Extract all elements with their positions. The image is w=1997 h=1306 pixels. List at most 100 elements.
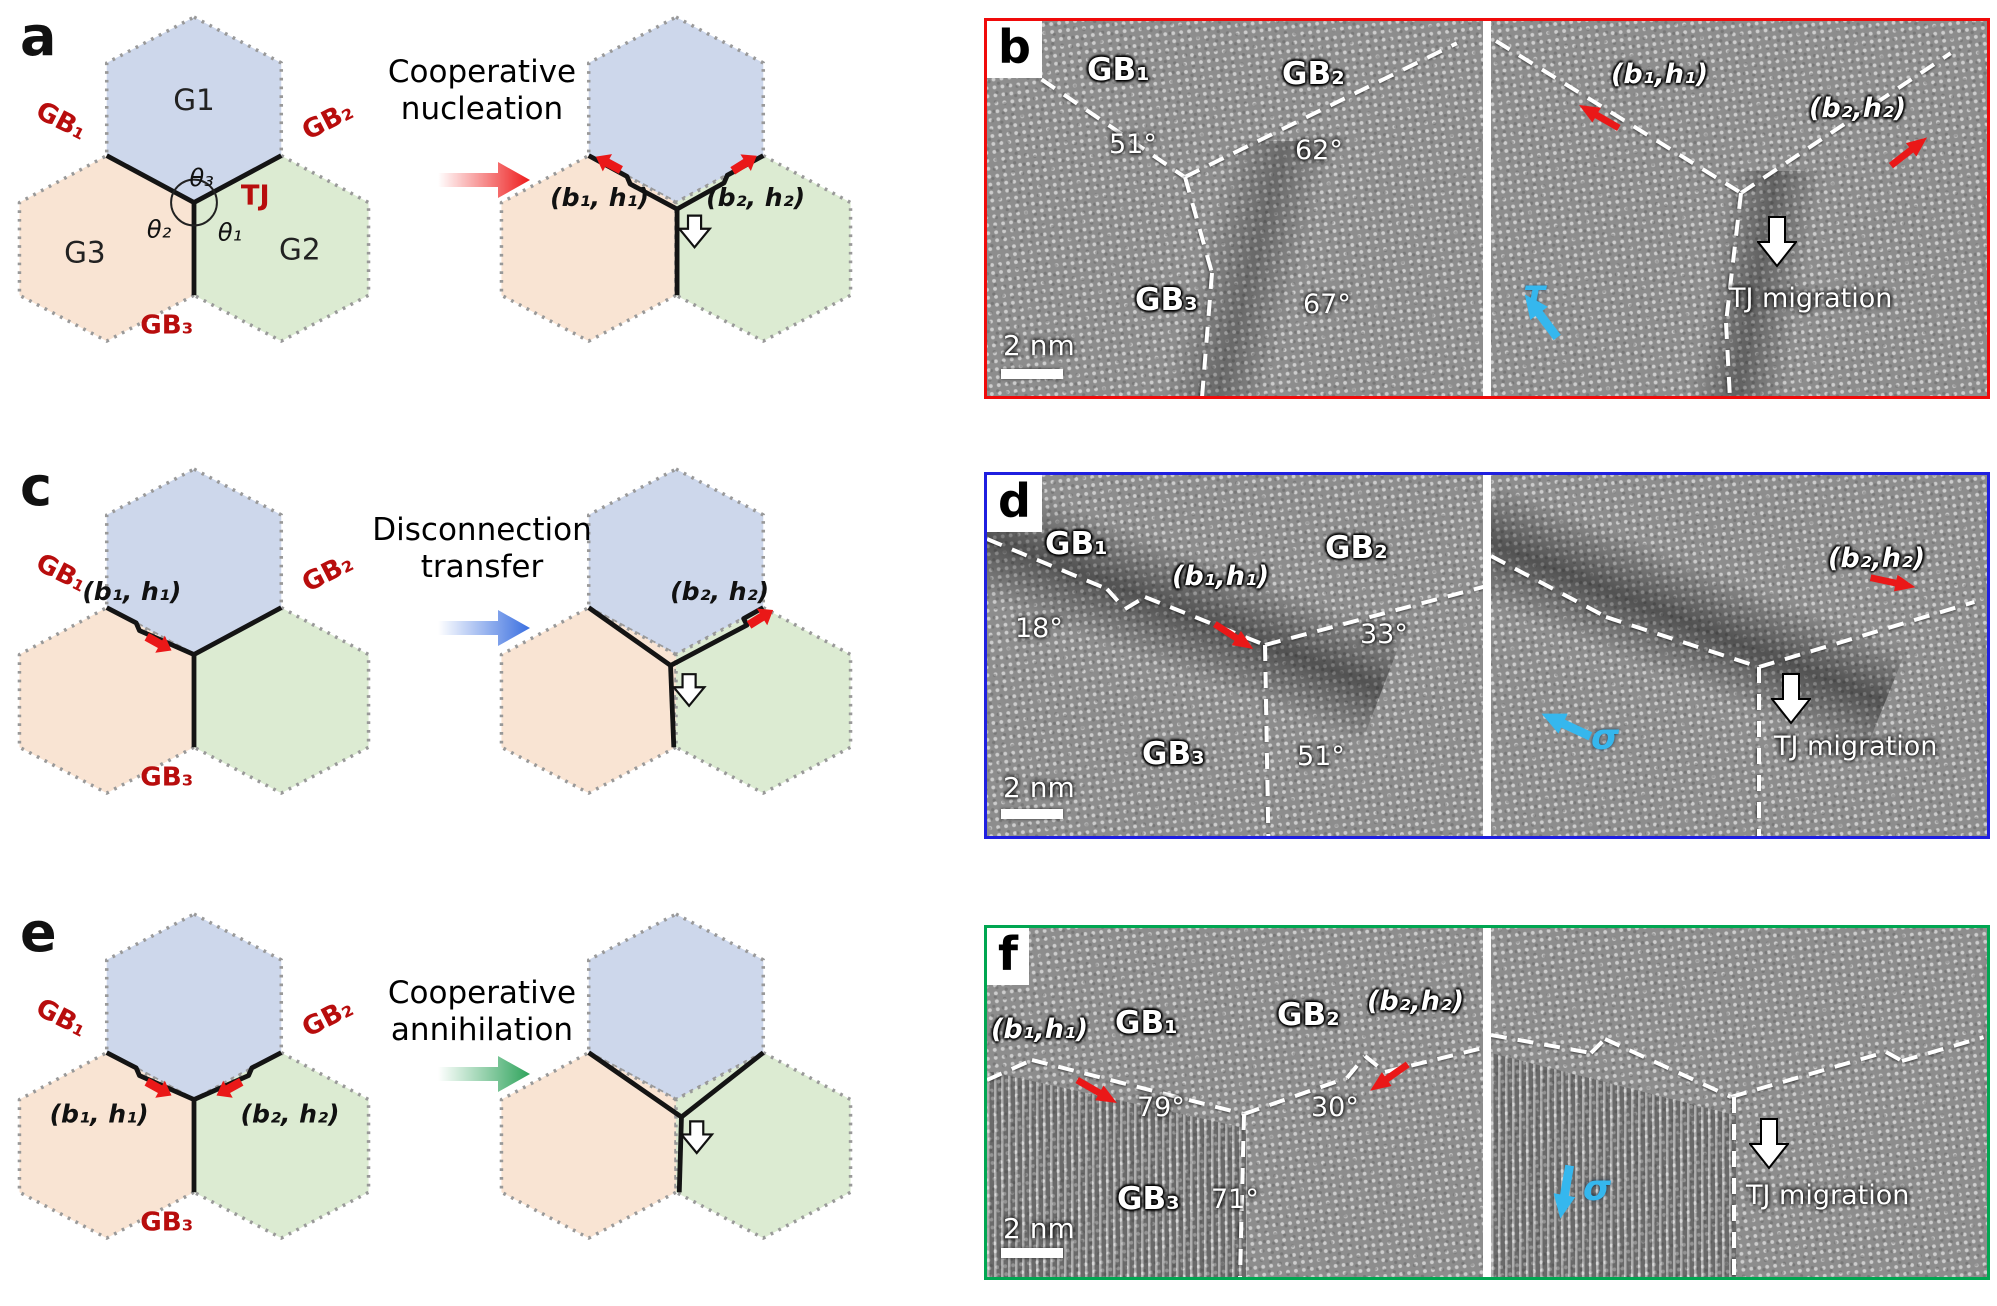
gb1-angle: 79° [1137,1092,1185,1123]
gb1-line [105,153,196,205]
b2h2-label: (b₂,h₂) [1367,986,1465,1017]
gb3-line [676,1116,684,1193]
gb2-dashed-step [1885,1050,1903,1063]
gb2-line [192,605,283,657]
gb1-dashed-line [1144,595,1266,647]
scale-bar [1001,1248,1063,1258]
gb3-label: GB₃ [140,1207,193,1237]
b2h2-label: (b₂, h₂) [241,1099,340,1128]
scale-bar [1001,809,1063,819]
scale-bar-label: 2 nm [1003,1212,1075,1245]
gb1-line [587,605,672,668]
panel-d-letter: d [987,475,1042,532]
gb3-dashed-line [1757,667,1761,836]
panel-f-left-micrograph: f (b₁,h₁) GB₁ 79° GB₂ (b₂,h₂) 30° GB₃ 71… [987,928,1483,1277]
gb1-angle: 51° [1109,129,1157,160]
tj-migration-arrow-icon [1771,673,1811,725]
process-c-line1: Disconnection [372,512,592,548]
gb3-label: GB₃ [1142,736,1205,772]
lattice-fringes [1491,1053,1736,1277]
b2h2-label: (b₂,h₂) [1828,543,1926,574]
b2h2-label: (b₂, h₂) [670,577,769,606]
stress-arrow-icon [1549,1164,1580,1221]
process-c-arrow-icon [438,610,530,646]
gb2-angle: 30° [1311,1092,1359,1123]
panel-b-left-micrograph: b GB₁ 51° GB₂ 62° GB₃ 67° 2 nm [987,21,1483,396]
gb2-dashed-line [1730,1050,1887,1099]
gb2-label: GB₂ [297,96,358,147]
hexagon-g3 [17,1050,196,1240]
gb2-label: GB₂ [1282,56,1345,92]
grain-2-label: G2 [279,232,321,266]
b2h2-label: (b₂,h₂) [1809,93,1907,124]
gb2-label: GB₂ [297,548,358,599]
gb2-line [679,1050,765,1119]
panel-e-right-diagram [499,912,853,1240]
panel-a-letter: a [20,5,57,68]
tj-migration-label: TJ migration [1746,1180,1910,1211]
gb1-dashed-step [1123,595,1146,611]
hexagon-g3 [17,153,196,343]
process-c-text: Disconnection transfer [352,512,612,586]
hexagon-g3 [17,605,196,795]
gb2-angle: 62° [1295,135,1343,166]
tj-migration-arrow-icon [1749,1118,1789,1170]
panel-b-right-micrograph: (b₁,h₁) (b₂,h₂) TJ migration τ [1491,21,1987,396]
gb3-dashed-line [1724,322,1732,396]
gb3-label: GB₃ [140,762,193,792]
tj-circle [170,178,218,227]
panel-a-left-diagram: G1 G3 G2 θ₃ θ₂ θ₁ TJ GB₁ GB₂ GB₃ [17,15,371,343]
gb2-label: GB₂ [1277,997,1340,1033]
panel-c-right-diagram: (b₂, h₂) [499,467,853,795]
contrast-band [1137,141,1377,396]
theta2-label: θ₂ [147,215,172,243]
gb1-line [587,1050,683,1119]
b1h1-label: (b₁, h₁) [82,577,181,606]
panel-a-right-diagram: (b₁, h₁) (b₂, h₂) [499,15,853,343]
panel-b: b GB₁ 51° GB₂ 62° GB₃ 67° 2 nm (b₁,h₁) (… [984,18,1990,399]
process-e-text: Cooperative annihilation [352,975,612,1049]
panel-f: f (b₁,h₁) GB₁ 79° GB₂ (b₂,h₂) 30° GB₃ 71… [984,925,1990,1280]
b1h1-label: (b₁,h₁) [991,1014,1089,1045]
tj-label: TJ [241,181,270,212]
b1h1-label: (b₁, h₁) [50,1099,149,1128]
gb1-label: GB₁ [1045,526,1108,562]
gb3-dashed-line [1199,272,1214,396]
hexagon-g2 [674,1050,853,1240]
panel-c-letter: c [20,455,53,518]
tj-migration-label: TJ migration [1774,731,1938,762]
gb3-label: GB₃ [140,310,193,340]
b2h2-label: (b₂, h₂) [706,183,805,212]
hexagon-g3 [499,605,678,795]
scale-bar-label: 2 nm [1003,771,1075,804]
gb3-angle: 51° [1297,741,1345,772]
theta1-label: θ₁ [218,219,242,247]
hexagon-g3 [499,1050,678,1240]
gb1-label: GB₁ [31,993,92,1044]
panel-f-letter: f [987,928,1030,985]
gb2-dashed-step [1345,1055,1367,1080]
process-c-line2: transfer [420,549,544,585]
gb1-label: GB₁ [31,96,92,147]
grain-3-label: G3 [64,236,106,270]
panel-d-right-micrograph: (b₂,h₂) TJ migration σ [1491,475,1987,836]
process-a-arrow-icon [438,162,530,198]
gb3-line [668,665,677,748]
gb3-dashed-line [1732,1097,1736,1277]
tj-migration-label: TJ migration [1729,283,1893,314]
panel-b-letter: b [987,21,1042,78]
tj-migration-arrow-icon [1757,216,1797,268]
gb3-dashed-line [1183,176,1214,274]
stress-label: σ [1591,717,1620,758]
gb1-dashed-line [987,1058,1033,1082]
process-e-arrow-icon [438,1056,530,1092]
hexagon-g2 [674,605,853,795]
process-a-line2: nucleation [400,91,564,127]
gb2-label: GB₂ [297,993,358,1044]
b1h1-label: (b₁,h₁) [1172,561,1270,592]
gb1-label: GB₁ [1087,52,1150,88]
grain-1-label: G1 [173,83,215,117]
b1h1-label: (b₁, h₁) [550,183,649,212]
disconnection-arrow-b2-icon [1886,131,1933,173]
